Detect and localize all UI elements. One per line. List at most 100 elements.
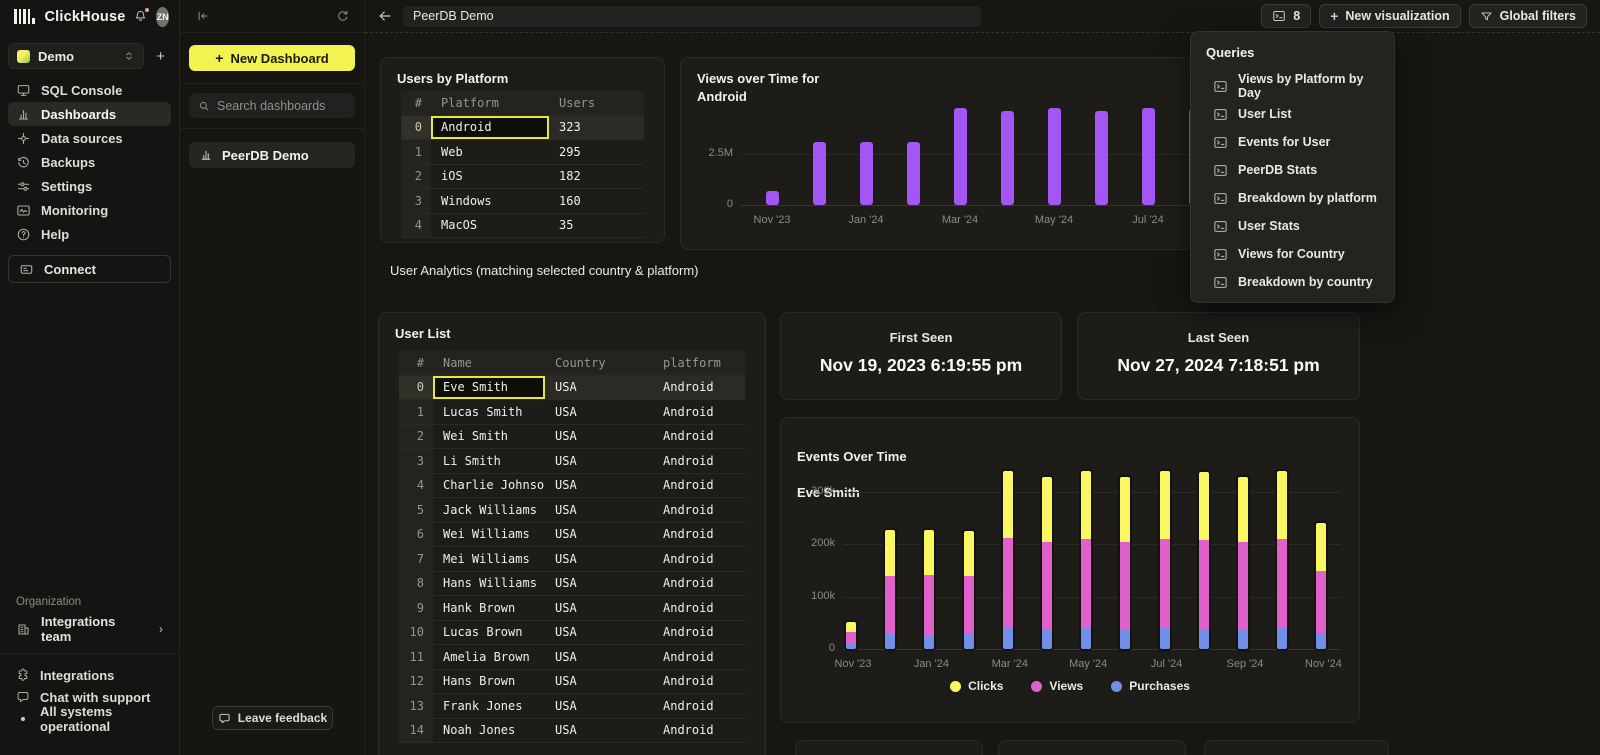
sidebar-item-backups[interactable]: Backups bbox=[8, 150, 171, 174]
table-row[interactable]: 0Eve SmithUSAAndroid bbox=[399, 376, 745, 401]
table-cell[interactable]: 295 bbox=[549, 140, 644, 165]
table-cell[interactable]: Android bbox=[653, 425, 745, 450]
table-cell[interactable]: MacOS bbox=[431, 214, 549, 239]
sidebar-item-settings[interactable]: Settings bbox=[8, 174, 171, 198]
sidebar-item-dashboards[interactable]: Dashboards bbox=[8, 102, 171, 126]
table-cell[interactable]: Android bbox=[653, 694, 745, 719]
table-row[interactable]: 1Lucas SmithUSAAndroid bbox=[399, 400, 745, 425]
query-item-peerdb-stats[interactable]: PeerDB Stats bbox=[1191, 156, 1394, 184]
table-cell[interactable]: USA bbox=[545, 645, 653, 670]
legend-item-purchases[interactable]: Purchases bbox=[1111, 679, 1190, 693]
table-row[interactable]: 0Android323 bbox=[401, 116, 644, 141]
connect-button[interactable]: Connect bbox=[8, 255, 171, 283]
table-cell[interactable]: Android bbox=[653, 547, 745, 572]
table-cell[interactable]: Frank Jones bbox=[433, 694, 545, 719]
table-cell[interactable]: USA bbox=[545, 474, 653, 499]
sidebar-item-monitoring[interactable]: Monitoring bbox=[8, 198, 171, 222]
dashboard-list-item[interactable]: PeerDB Demo bbox=[189, 142, 355, 168]
table-cell[interactable]: Charlie Johnson bbox=[433, 474, 545, 499]
table-cell[interactable]: USA bbox=[545, 670, 653, 695]
table-cell[interactable]: USA bbox=[545, 719, 653, 744]
query-item-user-stats[interactable]: User Stats bbox=[1191, 212, 1394, 240]
queries-count-button[interactable]: 8 bbox=[1261, 4, 1311, 28]
table-row[interactable]: 8Hans WilliamsUSAAndroid bbox=[399, 572, 745, 597]
table-cell[interactable]: USA bbox=[545, 376, 653, 401]
query-item-user-list[interactable]: User List bbox=[1191, 100, 1394, 128]
table-row[interactable]: 10Lucas BrownUSAAndroid bbox=[399, 621, 745, 646]
table-row[interactable]: 3Windows160 bbox=[401, 189, 644, 214]
table-cell[interactable]: Noah Jones bbox=[433, 719, 545, 744]
table-row[interactable]: 4MacOS35 bbox=[401, 214, 644, 239]
table-cell[interactable]: Android bbox=[653, 596, 745, 621]
dashboard-title-input[interactable] bbox=[403, 6, 981, 27]
table-cell[interactable]: USA bbox=[545, 400, 653, 425]
table-cell[interactable]: Li Smith bbox=[433, 449, 545, 474]
table-row[interactable]: 7Mei WilliamsUSAAndroid bbox=[399, 547, 745, 572]
search-input[interactable] bbox=[217, 99, 346, 113]
table-cell[interactable]: USA bbox=[545, 621, 653, 646]
table-cell[interactable]: USA bbox=[545, 523, 653, 548]
table-row[interactable]: 6Wei WilliamsUSAAndroid bbox=[399, 523, 745, 548]
table-cell[interactable]: Android bbox=[653, 523, 745, 548]
table-cell[interactable]: 160 bbox=[549, 189, 644, 214]
table-cell[interactable]: Hank Brown bbox=[433, 596, 545, 621]
table-cell[interactable]: Android bbox=[653, 400, 745, 425]
table-cell[interactable]: Amelia Brown bbox=[433, 645, 545, 670]
table-row[interactable]: 4Charlie JohnsonUSAAndroid bbox=[399, 474, 745, 499]
table-cell[interactable]: Lucas Brown bbox=[433, 621, 545, 646]
notifications-bell-icon[interactable] bbox=[133, 9, 148, 24]
legend-item-clicks[interactable]: Clicks bbox=[950, 679, 1003, 693]
table-cell[interactable]: Android bbox=[653, 449, 745, 474]
sidebar-item-integrations-team[interactable]: Integrations team › bbox=[8, 617, 171, 641]
sidebar-item-sql-console[interactable]: SQL Console bbox=[8, 78, 171, 102]
table-cell[interactable]: USA bbox=[545, 498, 653, 523]
table-cell[interactable]: Android bbox=[653, 645, 745, 670]
table-cell[interactable]: 35 bbox=[549, 214, 644, 239]
new-visualization-button[interactable]: + New visualization bbox=[1319, 4, 1460, 28]
query-item-views-by-platform-by-day[interactable]: Views by Platform by Day bbox=[1191, 72, 1394, 100]
leave-feedback-button[interactable]: Leave feedback bbox=[212, 706, 333, 730]
table-cell[interactable]: Android bbox=[653, 621, 745, 646]
table-cell[interactable]: USA bbox=[545, 425, 653, 450]
table-cell[interactable]: USA bbox=[545, 694, 653, 719]
workspace-select[interactable]: Demo bbox=[8, 43, 144, 69]
table-cell[interactable]: USA bbox=[545, 449, 653, 474]
query-item-events-for-user[interactable]: Events for User bbox=[1191, 128, 1394, 156]
new-dashboard-button[interactable]: + New Dashboard bbox=[189, 45, 355, 71]
table-row[interactable]: 14Noah JonesUSAAndroid bbox=[399, 719, 745, 744]
query-item-breakdown-by-country[interactable]: Breakdown by country bbox=[1191, 268, 1394, 296]
table-row[interactable]: 3Li SmithUSAAndroid bbox=[399, 449, 745, 474]
table-cell[interactable]: USA bbox=[545, 547, 653, 572]
table-cell[interactable]: Windows bbox=[431, 189, 549, 214]
sidebar-item-data-sources[interactable]: Data sources bbox=[8, 126, 171, 150]
legend-item-views[interactable]: Views bbox=[1031, 679, 1083, 693]
table-row[interactable]: 2Wei SmithUSAAndroid bbox=[399, 425, 745, 450]
collapse-panel-icon[interactable] bbox=[196, 9, 210, 23]
table-cell[interactable]: Hans Williams bbox=[433, 572, 545, 597]
table-row[interactable]: 1Web295 bbox=[401, 140, 644, 165]
table-cell[interactable]: Jack Williams bbox=[433, 498, 545, 523]
table-cell[interactable]: USA bbox=[545, 572, 653, 597]
refresh-icon[interactable] bbox=[336, 9, 350, 23]
table-cell[interactable]: 323 bbox=[549, 116, 644, 141]
table-cell[interactable]: Lucas Smith bbox=[433, 400, 545, 425]
table-cell[interactable]: Hans Brown bbox=[433, 670, 545, 695]
sidebar-item-help[interactable]: Help bbox=[8, 222, 171, 246]
table-cell[interactable]: Wei Smith bbox=[433, 425, 545, 450]
footer-item-integrations[interactable]: Integrations bbox=[8, 664, 171, 686]
table-cell[interactable]: Web bbox=[431, 140, 549, 165]
table-row[interactable]: 13Frank JonesUSAAndroid bbox=[399, 694, 745, 719]
table-cell[interactable]: Android bbox=[653, 670, 745, 695]
global-filters-button[interactable]: Global filters bbox=[1469, 4, 1587, 28]
add-workspace-button[interactable]: + bbox=[152, 48, 169, 65]
back-button[interactable] bbox=[377, 8, 393, 24]
avatar[interactable]: ZN bbox=[156, 7, 169, 27]
table-cell[interactable]: Android bbox=[431, 116, 549, 141]
table-cell[interactable]: USA bbox=[545, 596, 653, 621]
table-cell[interactable]: 182 bbox=[549, 165, 644, 190]
footer-item-all-systems-operational[interactable]: All systems operational bbox=[8, 708, 171, 730]
table-cell[interactable]: Eve Smith bbox=[433, 376, 545, 401]
table-row[interactable]: 11Amelia BrownUSAAndroid bbox=[399, 645, 745, 670]
table-cell[interactable]: Android bbox=[653, 572, 745, 597]
table-cell[interactable]: Android bbox=[653, 474, 745, 499]
